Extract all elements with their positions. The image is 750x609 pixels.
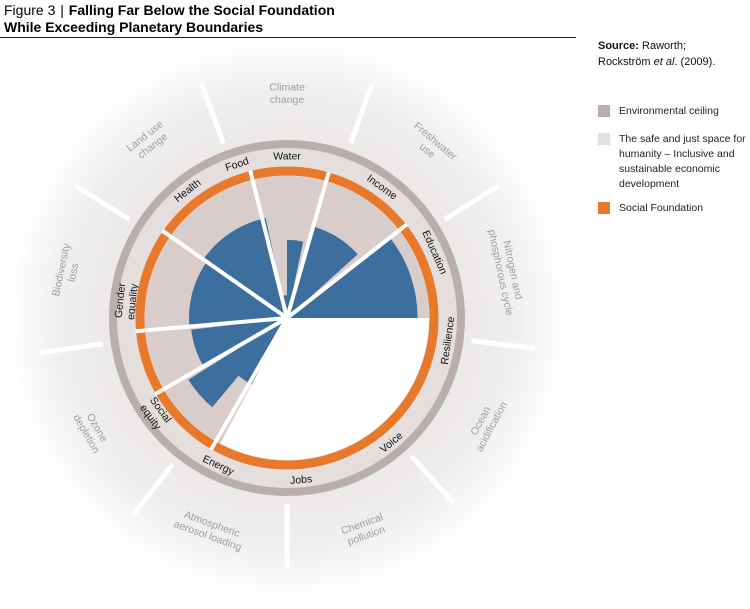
outer-divider-line: [73, 183, 131, 222]
legend-swatch-ceiling: [598, 105, 610, 117]
figure-header: Figure 3 | Falling Far Below the Social …: [4, 2, 580, 36]
outer-divider-line: [348, 82, 375, 145]
inner-divider-line: [154, 316, 288, 396]
figure-title-line-1: Figure 3 | Falling Far Below the Social …: [4, 2, 580, 19]
source-citation-a: Rockström: [598, 56, 654, 68]
inner-dividers: [135, 170, 409, 451]
legend-item-social-foundation: Social Foundation: [598, 201, 748, 216]
inner-divider-line: [135, 316, 288, 334]
inner-divider-line: [285, 171, 331, 319]
legend-swatch-safe-space: [598, 133, 610, 145]
figure-title-line-2: While Exceeding Planetary Boundaries: [4, 19, 264, 35]
shortfall-wedges: [188, 218, 418, 408]
outer-divider-line: [443, 183, 501, 222]
social-foundation-ring: [135, 166, 439, 470]
outer-divider-line: [409, 454, 457, 506]
outer-divider-line: [199, 82, 226, 145]
shortfall-wedge: [238, 318, 287, 385]
white-sector: [220, 318, 429, 461]
legend-item-safe-space: The safe and just space for humanity – I…: [598, 132, 748, 192]
legend-label-foundation: Social Foundation: [619, 202, 704, 214]
shortfall-wedge: [287, 226, 358, 318]
inner-divider-line: [209, 317, 289, 451]
title-separator: |: [60, 2, 64, 18]
shortfall-wedge: [189, 261, 287, 327]
inner-divider-line: [161, 229, 289, 320]
source-author: Raworth;: [642, 40, 687, 52]
shortfall-wedge: [203, 218, 287, 318]
planetary-boundary-label: Climate change: [269, 82, 305, 106]
shortfall-wedge: [188, 318, 287, 408]
source-label: Source:: [598, 40, 639, 52]
legend-label-ceiling: Environmental ceiling: [619, 105, 719, 117]
legend-item-environmental-ceiling: Environmental ceiling: [598, 104, 748, 119]
source-citation-b: et al: [653, 56, 675, 68]
header-rule: [0, 37, 576, 38]
inner-divider-line: [248, 170, 289, 319]
legend-label-safe-space: The safe and just space for humanity – I…: [619, 133, 746, 190]
outer-divider-line: [39, 341, 104, 356]
outer-divider-line: [471, 338, 536, 351]
inner-divider-line: [285, 222, 409, 320]
source-citation-c: . (2009).: [674, 56, 716, 68]
source-note: Source: Raworth; Rockström et al. (2009)…: [598, 38, 743, 70]
social-dimension-label: Water: [273, 151, 301, 163]
figure-number: Figure 3: [4, 2, 56, 18]
outer-dividers: [39, 82, 536, 568]
figure-title-main: Falling Far Below the Social Foundation: [68, 2, 335, 18]
legend-swatch-foundation: [598, 202, 610, 214]
outer-divider-line: [131, 463, 175, 517]
social-dimension-label: Jobs: [290, 473, 313, 487]
shortfall-wedge: [287, 237, 418, 318]
